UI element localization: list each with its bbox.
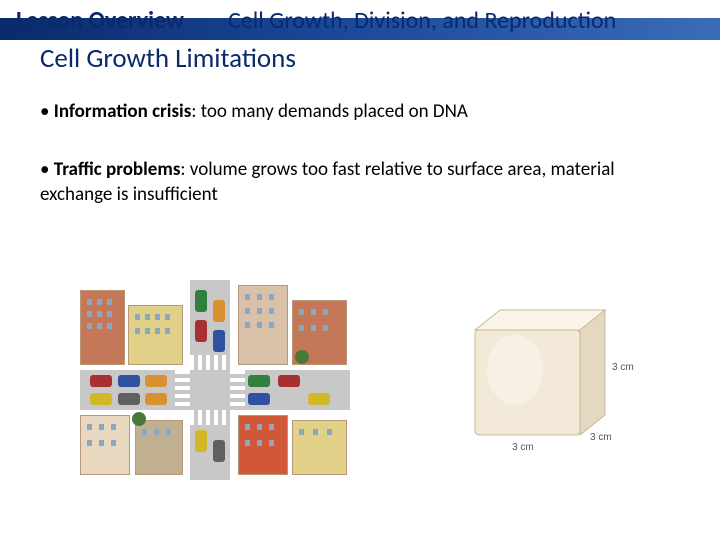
cube-dim-bottom-left: 3 cm xyxy=(512,442,534,453)
building xyxy=(80,290,125,365)
car-icon xyxy=(278,375,300,387)
bullet-information-crisis: • Information crisis: too many demands p… xyxy=(40,100,680,123)
building xyxy=(80,415,130,475)
lesson-overview-label: Lesson Overview xyxy=(16,6,184,35)
lesson-title: Cell Growth, Division, and Reproduction xyxy=(228,6,616,35)
building xyxy=(238,415,288,475)
crosswalk xyxy=(230,370,245,410)
tree-icon xyxy=(295,350,309,364)
building xyxy=(135,420,183,475)
crosswalk xyxy=(175,370,190,410)
car-icon xyxy=(248,393,270,405)
car-icon xyxy=(195,430,207,452)
cube-dim-right: 3 cm xyxy=(612,362,634,373)
bullet-traffic-problems: • Traffic problems: volume grows too fas… xyxy=(40,158,680,207)
building xyxy=(238,285,288,365)
car-icon xyxy=(118,393,140,405)
building xyxy=(128,305,183,365)
crosswalk xyxy=(190,355,230,370)
bullet2-bold: Traffic problems xyxy=(54,158,181,181)
building xyxy=(292,420,347,475)
car-icon xyxy=(90,393,112,405)
bullet1-rest: : too many demands placed on DNA xyxy=(191,100,468,123)
car-icon xyxy=(118,375,140,387)
car-icon xyxy=(213,440,225,462)
car-icon xyxy=(308,393,330,405)
car-icon xyxy=(213,330,225,352)
traffic-illustration xyxy=(80,280,350,480)
cube-dim-bottom-right: 3 cm xyxy=(590,432,612,443)
car-icon xyxy=(145,375,167,387)
car-icon xyxy=(195,290,207,312)
cube-svg xyxy=(440,280,640,480)
crosswalk xyxy=(190,410,230,425)
car-icon xyxy=(145,393,167,405)
car-icon xyxy=(213,300,225,322)
tree-icon xyxy=(132,412,146,426)
car-icon xyxy=(90,375,112,387)
car-icon xyxy=(248,375,270,387)
bullet1-bold: Information crisis xyxy=(54,100,192,123)
car-icon xyxy=(195,320,207,342)
cube-illustration: 3 cm 3 cm 3 cm xyxy=(440,280,640,480)
slide-title: Cell Growth Limitations xyxy=(40,42,296,75)
